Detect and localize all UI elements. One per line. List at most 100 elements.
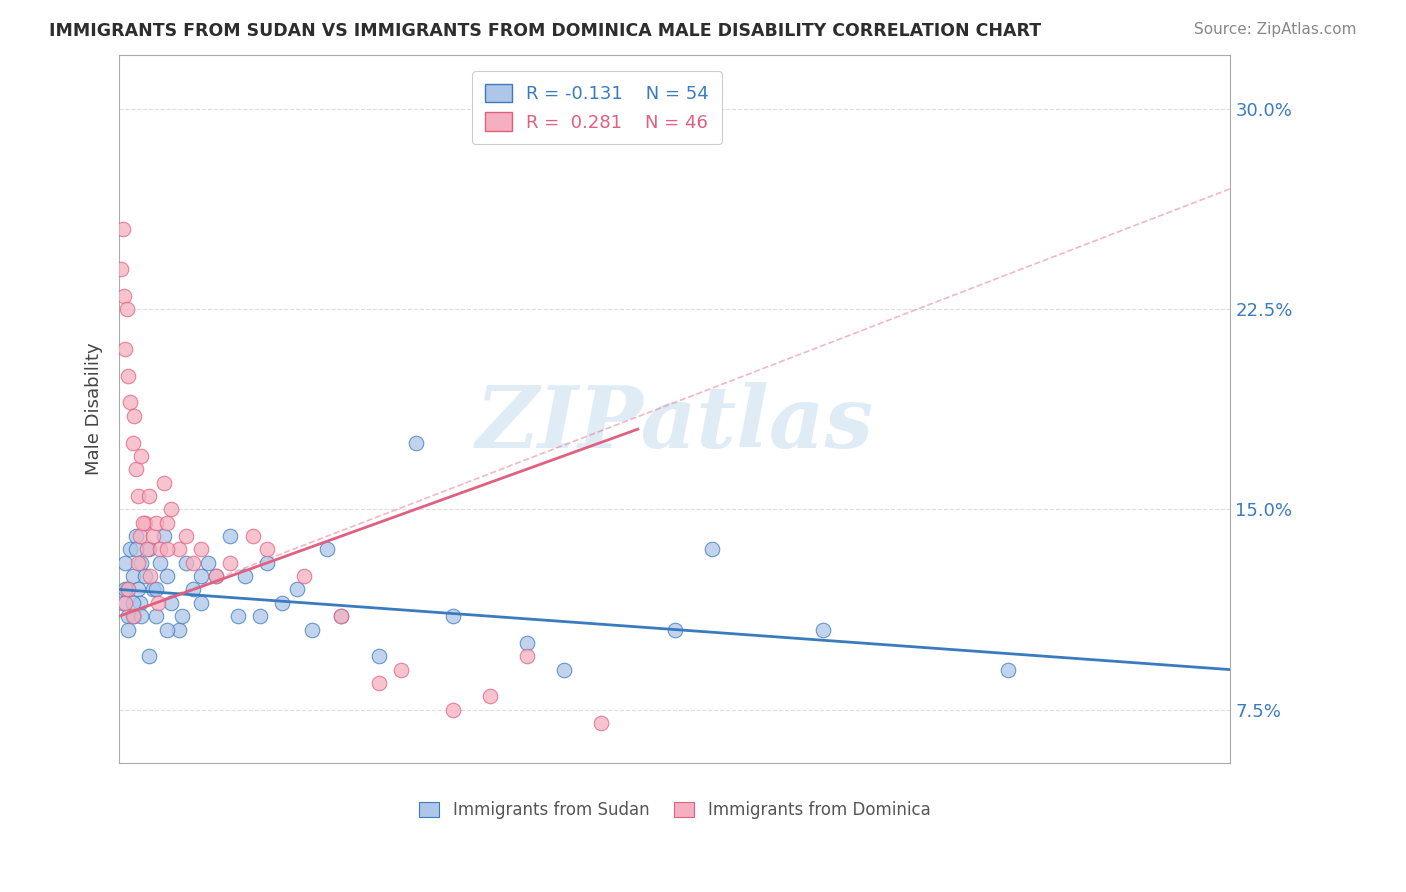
Point <box>120 395 142 409</box>
Point <box>405 435 427 450</box>
Point <box>285 582 308 597</box>
Legend: Immigrants from Sudan, Immigrants from Dominica: Immigrants from Sudan, Immigrants from D… <box>412 794 936 826</box>
Point <box>160 596 183 610</box>
Point <box>117 582 139 597</box>
Point <box>114 582 136 597</box>
Point <box>367 676 389 690</box>
Y-axis label: Male Disability: Male Disability <box>86 343 103 475</box>
Point <box>997 663 1019 677</box>
Point <box>516 649 538 664</box>
Point <box>553 663 575 677</box>
Point <box>811 623 834 637</box>
Point <box>117 368 139 383</box>
Point <box>301 623 323 637</box>
Point <box>132 516 155 530</box>
Point <box>139 569 162 583</box>
Point <box>226 609 249 624</box>
Point <box>122 409 145 423</box>
Point <box>129 529 152 543</box>
Point <box>441 703 464 717</box>
Point <box>190 596 212 610</box>
Point <box>700 542 723 557</box>
Point <box>190 569 212 583</box>
Point <box>167 623 190 637</box>
Point <box>127 556 149 570</box>
Point <box>589 716 612 731</box>
Point <box>142 529 165 543</box>
Point <box>174 529 197 543</box>
Point <box>516 636 538 650</box>
Point <box>138 649 160 664</box>
Point <box>271 596 294 610</box>
Point <box>138 542 160 557</box>
Point <box>204 569 226 583</box>
Point <box>124 542 146 557</box>
Point <box>149 542 172 557</box>
Point <box>190 542 212 557</box>
Point <box>121 435 143 450</box>
Point <box>167 542 190 557</box>
Point <box>127 582 149 597</box>
Point <box>256 556 278 570</box>
Text: Source: ZipAtlas.com: Source: ZipAtlas.com <box>1194 22 1357 37</box>
Point <box>145 609 167 624</box>
Point <box>183 556 205 570</box>
Point <box>183 582 205 597</box>
Point <box>114 342 136 356</box>
Point <box>174 556 197 570</box>
Point <box>142 582 165 597</box>
Point <box>156 542 179 557</box>
Point <box>664 623 686 637</box>
Point <box>152 475 174 490</box>
Point <box>114 596 136 610</box>
Point <box>131 449 153 463</box>
Point <box>197 556 219 570</box>
Point <box>330 609 353 624</box>
Point <box>249 609 271 624</box>
Point <box>145 516 167 530</box>
Point <box>134 516 156 530</box>
Point <box>315 542 337 557</box>
Point <box>156 569 179 583</box>
Point <box>124 529 146 543</box>
Point <box>131 609 153 624</box>
Point <box>121 596 143 610</box>
Point <box>114 556 136 570</box>
Point <box>219 556 242 570</box>
Point <box>330 609 353 624</box>
Point <box>134 569 156 583</box>
Point <box>129 596 152 610</box>
Point <box>122 609 145 624</box>
Point <box>111 596 134 610</box>
Point <box>204 569 226 583</box>
Point <box>152 529 174 543</box>
Point <box>294 569 316 583</box>
Point <box>219 529 242 543</box>
Point <box>172 609 194 624</box>
Point <box>160 502 183 516</box>
Text: ZIPatlas: ZIPatlas <box>475 382 875 465</box>
Point <box>127 489 149 503</box>
Point <box>121 609 143 624</box>
Point <box>242 529 264 543</box>
Point <box>121 569 143 583</box>
Point <box>367 649 389 664</box>
Point <box>115 301 138 316</box>
Point <box>114 288 136 302</box>
Text: IMMIGRANTS FROM SUDAN VS IMMIGRANTS FROM DOMINICA MALE DISABILITY CORRELATION CH: IMMIGRANTS FROM SUDAN VS IMMIGRANTS FROM… <box>49 22 1042 40</box>
Point <box>110 261 132 276</box>
Point <box>124 462 146 476</box>
Point <box>145 582 167 597</box>
Point <box>389 663 412 677</box>
Point <box>117 609 139 624</box>
Point <box>156 516 179 530</box>
Point <box>117 623 139 637</box>
Point <box>146 596 169 610</box>
Point <box>115 582 138 597</box>
Point <box>233 569 256 583</box>
Point <box>138 489 160 503</box>
Point <box>131 556 153 570</box>
Point <box>136 542 159 557</box>
Point <box>156 623 179 637</box>
Point <box>256 542 278 557</box>
